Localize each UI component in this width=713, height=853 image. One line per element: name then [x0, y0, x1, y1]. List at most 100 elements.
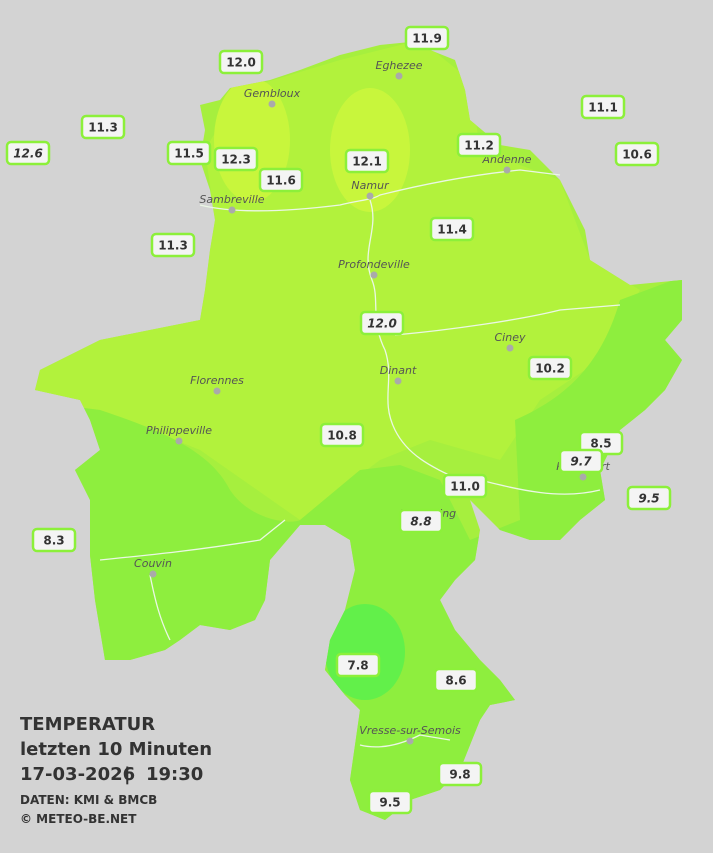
town: Florennes: [190, 374, 244, 395]
station-box: [335, 652, 381, 678]
town: Namur: [351, 179, 390, 200]
legend-source: DATEN: KMI & BMCB: [20, 793, 157, 807]
town-name: Namur: [351, 179, 390, 192]
town-name: Sambreville: [199, 193, 264, 206]
river: [359, 734, 451, 748]
station-value: 9.5: [379, 796, 400, 810]
town-dot: [579, 473, 587, 481]
station-value: 9.8: [449, 768, 470, 782]
station: 11.9: [404, 25, 450, 51]
station-value: 11.2: [464, 139, 494, 153]
legend-date: 17-03-2026: [20, 764, 135, 785]
station: 10.2: [527, 355, 573, 381]
town-dot: [149, 570, 157, 578]
town-name: Profondeville: [338, 258, 410, 271]
station-box: [367, 789, 413, 815]
legend-title: TEMPERATUR: [20, 714, 155, 735]
station-value: 10.2: [535, 362, 565, 376]
station-value: 10.8: [327, 429, 357, 443]
legend-copyright: © METEO-BE.NET: [20, 812, 137, 826]
legend: TEMPERATUR letzten 10 Minuten 17-03-2026…: [20, 714, 212, 826]
station-box: [150, 232, 196, 258]
legend-separator: |: [124, 764, 131, 785]
town-dot: [394, 377, 402, 385]
station: 11.2: [456, 132, 502, 158]
station-box: [404, 25, 450, 51]
station-box: [80, 114, 126, 140]
town-name: Ciney: [495, 331, 526, 344]
station-value: 11.3: [88, 121, 118, 135]
station-value: 11.4: [437, 223, 467, 237]
station: 11.5: [166, 140, 212, 166]
station-value: 8.3: [43, 534, 64, 548]
town-name: Couvin: [134, 557, 172, 570]
station-box: [626, 485, 672, 511]
station-value: 12.1: [352, 155, 382, 169]
station-box: [442, 473, 488, 499]
station: 11.6: [258, 167, 304, 193]
town-name: Philippeville: [146, 424, 212, 437]
cold-spot: [325, 604, 405, 700]
town: Gembloux: [244, 87, 301, 108]
station-value: 8.5: [590, 437, 611, 451]
station-box: [166, 140, 212, 166]
station-box: [456, 132, 502, 158]
river: [99, 519, 286, 561]
station-value: 12.6: [13, 147, 43, 161]
station: 8.8: [398, 508, 444, 534]
river: [367, 199, 471, 486]
station-value: 11.5: [174, 147, 204, 161]
station-box: [218, 49, 264, 75]
town-dot: [370, 271, 378, 279]
station-box: [258, 167, 304, 193]
rivers: [99, 169, 621, 748]
station: 7.8: [335, 652, 381, 678]
town: Sambreville: [199, 193, 265, 214]
station-box: [398, 508, 444, 534]
station: 11.1: [580, 94, 626, 120]
station-box: [429, 216, 475, 242]
station: 12.1: [344, 148, 390, 174]
station: 11.3: [150, 232, 196, 258]
town: Profondeville: [338, 258, 410, 279]
station-value: 9.7: [570, 455, 592, 469]
legend-subtitle: letzten 10 Minuten: [20, 739, 212, 760]
town-name: Eghezee: [376, 59, 423, 72]
station: 12.0: [359, 310, 405, 336]
station-box: [558, 448, 604, 474]
station-value: 12.0: [367, 317, 397, 331]
station: 12.0: [218, 49, 264, 75]
station: 9.5: [367, 789, 413, 815]
station-value: 11.0: [450, 480, 480, 494]
station-box: [213, 146, 259, 172]
station-box: [344, 148, 390, 174]
station-box: [437, 761, 483, 787]
river: [199, 169, 561, 212]
river: [149, 574, 171, 641]
town-dot: [395, 72, 403, 80]
town-dot: [268, 100, 276, 108]
river: [394, 304, 621, 336]
town-dot: [506, 344, 514, 352]
station-box: [319, 422, 365, 448]
station-box: [31, 527, 77, 553]
station-value: 7.8: [347, 659, 368, 673]
town: Dinant: [380, 364, 417, 385]
legend-time: 19:30: [146, 764, 203, 785]
station-value: 12.0: [226, 56, 256, 70]
station: 10.8: [319, 422, 365, 448]
station: 9.8: [437, 761, 483, 787]
station: 12.6: [5, 140, 51, 166]
river: [479, 479, 601, 495]
station-value: 12.3: [221, 153, 251, 167]
warm-zone: [35, 42, 640, 520]
station: 12.3: [213, 146, 259, 172]
town-dot: [175, 437, 183, 445]
station-value: 8.6: [445, 674, 466, 688]
town: Philippeville: [146, 424, 212, 445]
town: Couvin: [134, 557, 172, 578]
town-name: Dinant: [380, 364, 417, 377]
town-name: Vresse-sur-Semois: [359, 724, 461, 737]
station-box: [527, 355, 573, 381]
